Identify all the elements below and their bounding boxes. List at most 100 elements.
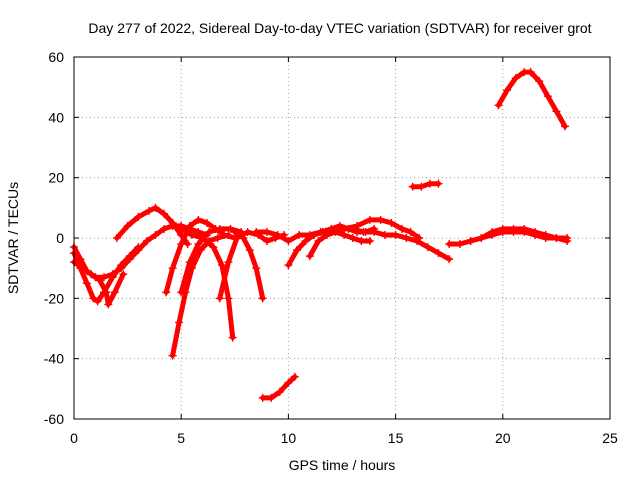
data-point — [168, 351, 177, 360]
data-point — [160, 224, 169, 233]
data-point — [228, 333, 237, 342]
data-point — [226, 224, 235, 233]
data-point — [177, 240, 186, 249]
data-point — [466, 237, 475, 246]
data-point — [217, 261, 226, 270]
data-point — [89, 294, 98, 303]
data-point — [353, 221, 362, 230]
data-point — [415, 234, 424, 242]
data-point — [102, 288, 111, 297]
data-point — [95, 276, 104, 285]
series-line — [71, 259, 126, 307]
data-point — [526, 68, 535, 77]
data-point — [488, 227, 497, 236]
data-point — [108, 273, 117, 282]
data-point — [284, 237, 293, 246]
data-point — [357, 237, 366, 246]
chart-title: Day 277 of 2022, Sidereal Day-to-day VTE… — [88, 20, 591, 36]
data-point — [340, 224, 349, 233]
data-point — [322, 230, 331, 239]
data-point — [252, 264, 261, 273]
data-point — [258, 294, 267, 303]
x-axis-title: GPS time / hours — [289, 457, 396, 473]
data-point — [284, 378, 293, 387]
x-tick-label: 25 — [602, 430, 618, 446]
data-point — [198, 234, 207, 242]
data-point — [408, 182, 417, 191]
data-point — [370, 224, 379, 233]
series-arc-18 — [466, 224, 572, 246]
data-point — [494, 101, 503, 110]
data-point — [262, 237, 271, 246]
data-point — [215, 294, 224, 303]
data-point — [541, 230, 550, 239]
data-point — [425, 179, 434, 188]
data-point — [185, 221, 194, 230]
series-line — [496, 69, 568, 129]
data-point — [530, 227, 539, 236]
series-arc-14 — [327, 215, 424, 242]
data-point — [327, 227, 336, 236]
data-point — [380, 230, 389, 239]
data-point — [402, 234, 411, 242]
data-point — [305, 252, 314, 261]
data-point — [134, 212, 143, 221]
data-point — [117, 261, 126, 270]
data-point — [391, 230, 400, 239]
data-point — [417, 182, 426, 191]
data-point — [104, 300, 113, 309]
data-point — [224, 230, 233, 239]
data-point — [82, 279, 91, 288]
y-tick-label: -60 — [44, 411, 64, 427]
x-tick-label: 10 — [281, 430, 297, 446]
series-arc-8 — [177, 224, 237, 342]
data-point — [145, 206, 154, 215]
data-point — [245, 246, 254, 255]
x-tick-label: 20 — [495, 430, 511, 446]
data-point — [194, 240, 203, 249]
data-point — [376, 215, 385, 224]
data-point — [160, 209, 169, 218]
data-point — [243, 227, 252, 236]
data-point — [318, 227, 327, 236]
data-point — [78, 264, 87, 273]
data-point — [177, 224, 186, 233]
series-line — [410, 181, 441, 190]
data-point — [273, 230, 282, 239]
data-point — [348, 234, 357, 242]
data-point — [194, 215, 203, 224]
data-point — [119, 270, 128, 279]
data-point — [275, 387, 284, 396]
x-tick-label: 5 — [177, 430, 185, 446]
data-point — [177, 288, 186, 297]
data-point — [224, 258, 233, 267]
data-point — [112, 234, 121, 242]
data-point — [187, 230, 196, 239]
y-tick-label: -40 — [44, 351, 64, 367]
data-point — [361, 227, 370, 236]
data-point — [295, 230, 304, 239]
series-line — [217, 229, 287, 301]
data-point — [162, 288, 171, 297]
data-point — [239, 234, 248, 242]
data-point — [252, 227, 261, 236]
data-point — [434, 179, 443, 188]
data-point — [365, 237, 374, 246]
data-point — [151, 203, 160, 212]
data-point — [290, 372, 299, 381]
data-point — [267, 393, 276, 402]
data-point — [168, 218, 177, 227]
data-point — [503, 86, 512, 95]
y-tick-label: 60 — [48, 49, 64, 65]
data-point — [365, 215, 374, 224]
y-tick-label: -20 — [44, 290, 64, 306]
data-point — [215, 224, 224, 233]
series-arc-13 — [305, 227, 374, 261]
data-point — [224, 294, 233, 303]
series-line — [468, 226, 570, 244]
data-layer — [70, 68, 572, 402]
data-point — [445, 255, 454, 264]
data-point — [387, 218, 396, 227]
data-point — [93, 297, 102, 306]
